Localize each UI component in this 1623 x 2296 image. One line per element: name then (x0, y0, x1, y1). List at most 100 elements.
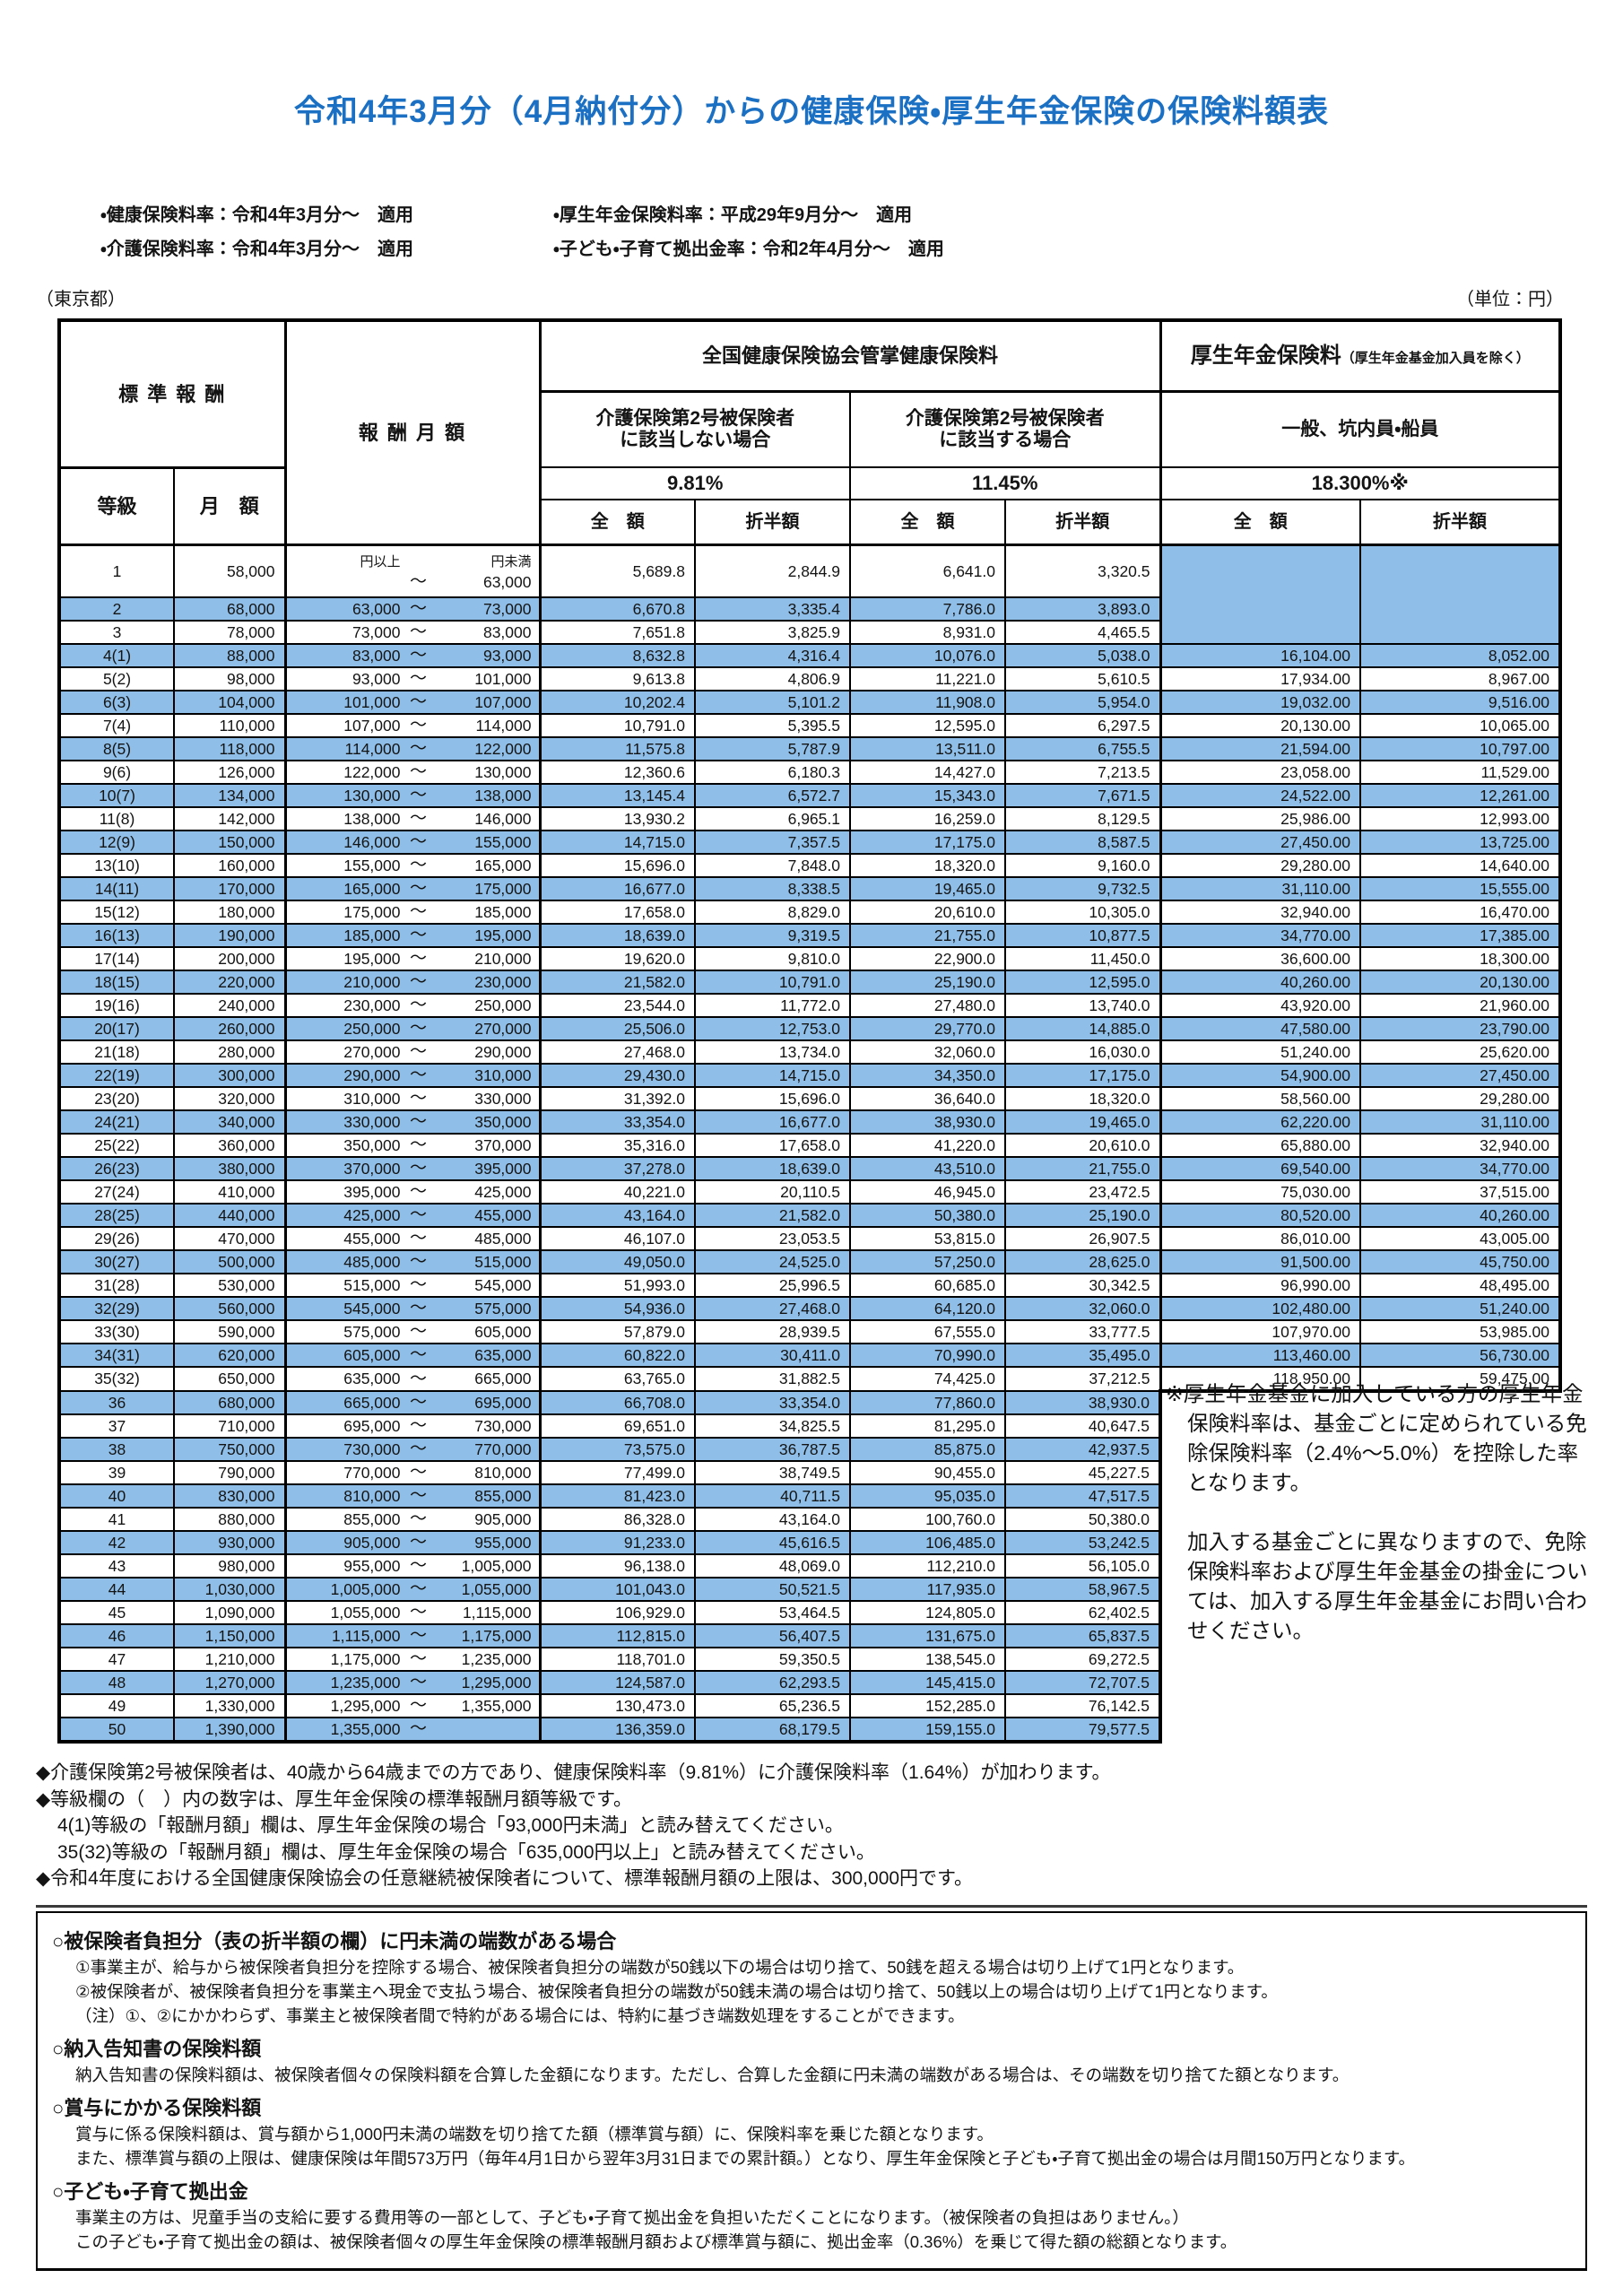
tilde-glyph: ～ (409, 646, 427, 665)
table-row: 22(19) 300,000 290,000 ～ 310,000 29,430.0 … (57, 1063, 1563, 1088)
health-full-cell: 29,430.0 (538, 1063, 696, 1088)
tilde-glyph: ～ (409, 786, 427, 805)
tilde-glyph: ～ (409, 1673, 427, 1692)
range-cell: 730,000 ～ 770,000 (283, 1437, 541, 1462)
care-half-cell: 58,967.5 (1003, 1577, 1163, 1602)
grade-cell: 38 (57, 1437, 175, 1462)
yen-under-label: 円未満 (490, 554, 532, 570)
pension-half-cell: 25,620.00 (1359, 1039, 1563, 1065)
health-full-cell: 13,930.2 (538, 806, 696, 831)
care-full-cell: 16,259.0 (849, 806, 1006, 831)
care-full-cell: 10,076.0 (849, 643, 1006, 668)
range-cell: 270,000 ～ 290,000 (283, 1039, 541, 1065)
health-full-cell: 23,544.0 (538, 993, 696, 1018)
care-half-cell: 35,495.0 (1003, 1343, 1162, 1368)
tilde-glyph: ～ (409, 1696, 427, 1716)
monthly-cell: 104,000 (173, 690, 286, 715)
health-half-cell: 5,101.2 (694, 690, 851, 715)
monthly-cell: 1,090,000 (173, 1600, 286, 1625)
grade-cell: 26(23) (57, 1156, 175, 1181)
header-pension-group: 厚生年金保険料（厚生年金基金加入員を除く） (1159, 318, 1563, 393)
care-half-cell: 3,893.0 (1003, 596, 1162, 622)
health-half-cell: 33,354.0 (694, 1390, 851, 1415)
range-cell: 350,000 ～ 370,000 (283, 1133, 541, 1158)
monthly-cell: 880,000 (173, 1507, 286, 1532)
range-cell: 155,000 ～ 165,000 (283, 853, 541, 878)
header-care-not-applicable: 介護保険第2号被保険者 に該当しない場合 (538, 390, 851, 468)
tilde-glyph: ～ (409, 669, 427, 689)
pension-full-cell: 31,110.00 (1159, 876, 1362, 901)
care-half-cell: 42,937.5 (1003, 1437, 1163, 1462)
monthly-cell: 380,000 (173, 1156, 286, 1181)
table-row: 28(25) 440,000 425,000 ～ 455,000 43,164.0 … (57, 1203, 1563, 1228)
grade-cell: 43 (57, 1553, 175, 1578)
care-full-cell: 27,480.0 (849, 993, 1006, 1018)
care-half-cell: 6,297.5 (1003, 713, 1162, 738)
table-row: 10(7) 134,000 130,000 ～ 138,000 13,145.4 6… (57, 783, 1563, 808)
health-half-cell: 7,357.5 (694, 830, 851, 855)
care-half-cell: 21,755.0 (1003, 1156, 1162, 1181)
pension-full-cell: 19,032.00 (1159, 690, 1362, 715)
table-row: 27(24) 410,000 395,000 ～ 425,000 40,221.0 … (57, 1179, 1563, 1205)
range-cell: 175,000 ～ 185,000 (283, 900, 541, 925)
monthly-cell: 200,000 (173, 946, 286, 971)
monthly-cell: 1,390,000 (173, 1717, 286, 1744)
range-cell: 575,000 ～ 605,000 (283, 1319, 541, 1344)
grade-cell: 16(13) (57, 923, 175, 948)
pension-half-cell (1359, 544, 1563, 645)
header-remuneration-monthly: 報 酬 月 額 (283, 318, 541, 546)
table-row: 26(23) 380,000 370,000 ～ 395,000 37,278.0 … (57, 1156, 1563, 1181)
care-full-cell: 117,935.0 (849, 1577, 1006, 1602)
header-monthly-amount: 月 額 (173, 466, 286, 546)
tilde-glyph: ～ (409, 1252, 427, 1272)
range-cell: 605,000 ～ 635,000 (283, 1343, 541, 1368)
tilde-glyph: ～ (409, 572, 427, 592)
info-section-fractions: ○被保険者負担分（表の折半額の欄）に円未満の端数がある場合 ①事業主が、給与から… (52, 1928, 1571, 2028)
table-row: 4(1) 88,000 83,000 ～ 93,000 8,632.8 4,316.… (57, 643, 1563, 668)
health-half-cell: 59,350.5 (694, 1647, 851, 1672)
monthly-cell: 134,000 (173, 783, 286, 808)
care-half-cell: 19,465.0 (1003, 1109, 1162, 1135)
section-line: また、標準賞与額の上限は、健康保険は年間573万円（毎年4月1日から翌年3月31… (75, 2148, 1416, 2168)
table-row: 9(6) 126,000 122,000 ～ 130,000 12,360.6 6,… (57, 760, 1563, 785)
pension-half-cell: 31,110.00 (1359, 1109, 1563, 1135)
range-cell: 83,000 ～ 93,000 (283, 643, 541, 668)
monthly-cell: 118,000 (173, 736, 286, 761)
monthly-cell: 220,000 (173, 970, 286, 995)
table-row: 6(3) 104,000 101,000 ～ 107,000 10,202.4 5,… (57, 690, 1563, 715)
range-cell: 63,000 ～ 73,000 (283, 596, 541, 622)
section-heading: ○賞与にかかる保険料額 (52, 2096, 262, 2119)
health-half-cell: 53,464.5 (694, 1600, 851, 1625)
grade-cell: 30(27) (57, 1249, 175, 1274)
health-half-cell: 3,335.4 (694, 596, 851, 622)
pension-full-cell: 27,450.00 (1159, 830, 1362, 855)
care-half-cell: 45,227.5 (1003, 1460, 1163, 1485)
table-row: 37 710,000 695,000 ～ 730,000 69,651.0 34,8… (57, 1413, 1560, 1439)
care-half-cell: 7,213.5 (1003, 760, 1162, 785)
health-half-cell: 48,069.0 (694, 1553, 851, 1578)
range-cell: 455,000 ～ 485,000 (283, 1226, 541, 1251)
care-half-cell: 37,212.5 (1003, 1366, 1162, 1392)
pension-full-cell: 24,522.00 (1159, 783, 1362, 808)
health-half-cell: 6,965.1 (694, 806, 851, 831)
health-full-cell: 5,689.8 (538, 544, 696, 598)
health-half-cell: 21,582.0 (694, 1203, 851, 1228)
monthly-cell: 1,030,000 (173, 1577, 286, 1602)
range-cell: 230,000 ～ 250,000 (283, 993, 541, 1018)
pension-half-cell: 16,470.00 (1359, 900, 1563, 925)
pension-full-cell: 107,970.00 (1159, 1319, 1362, 1344)
grade-cell: 25(22) (57, 1133, 175, 1158)
health-full-cell: 49,050.0 (538, 1249, 696, 1274)
health-half-cell: 6,180.3 (694, 760, 851, 785)
table-row: 40 830,000 810,000 ～ 855,000 81,423.0 40,7… (57, 1483, 1560, 1509)
pension-half-cell: 48,495.00 (1359, 1273, 1563, 1298)
monthly-cell: 500,000 (173, 1249, 286, 1274)
health-half-cell: 43,164.0 (694, 1507, 851, 1532)
table-row: 13(10) 160,000 155,000 ～ 165,000 15,696.0 … (57, 853, 1563, 878)
range-cell: 1,235,000 ～ 1,295,000 (283, 1670, 541, 1695)
pension-half-cell: 37,515.00 (1359, 1179, 1563, 1205)
rate-note-care: ・介護保険料率：令和4年3月分～ 適用 (100, 239, 414, 259)
rate-notes-left: ・健康保険料率：令和4年3月分～ 適用 ・介護保険料率：令和4年3月分～ 適用 (100, 198, 553, 266)
care-half-cell: 32,060.0 (1003, 1296, 1162, 1321)
health-half-cell: 15,696.0 (694, 1086, 851, 1111)
